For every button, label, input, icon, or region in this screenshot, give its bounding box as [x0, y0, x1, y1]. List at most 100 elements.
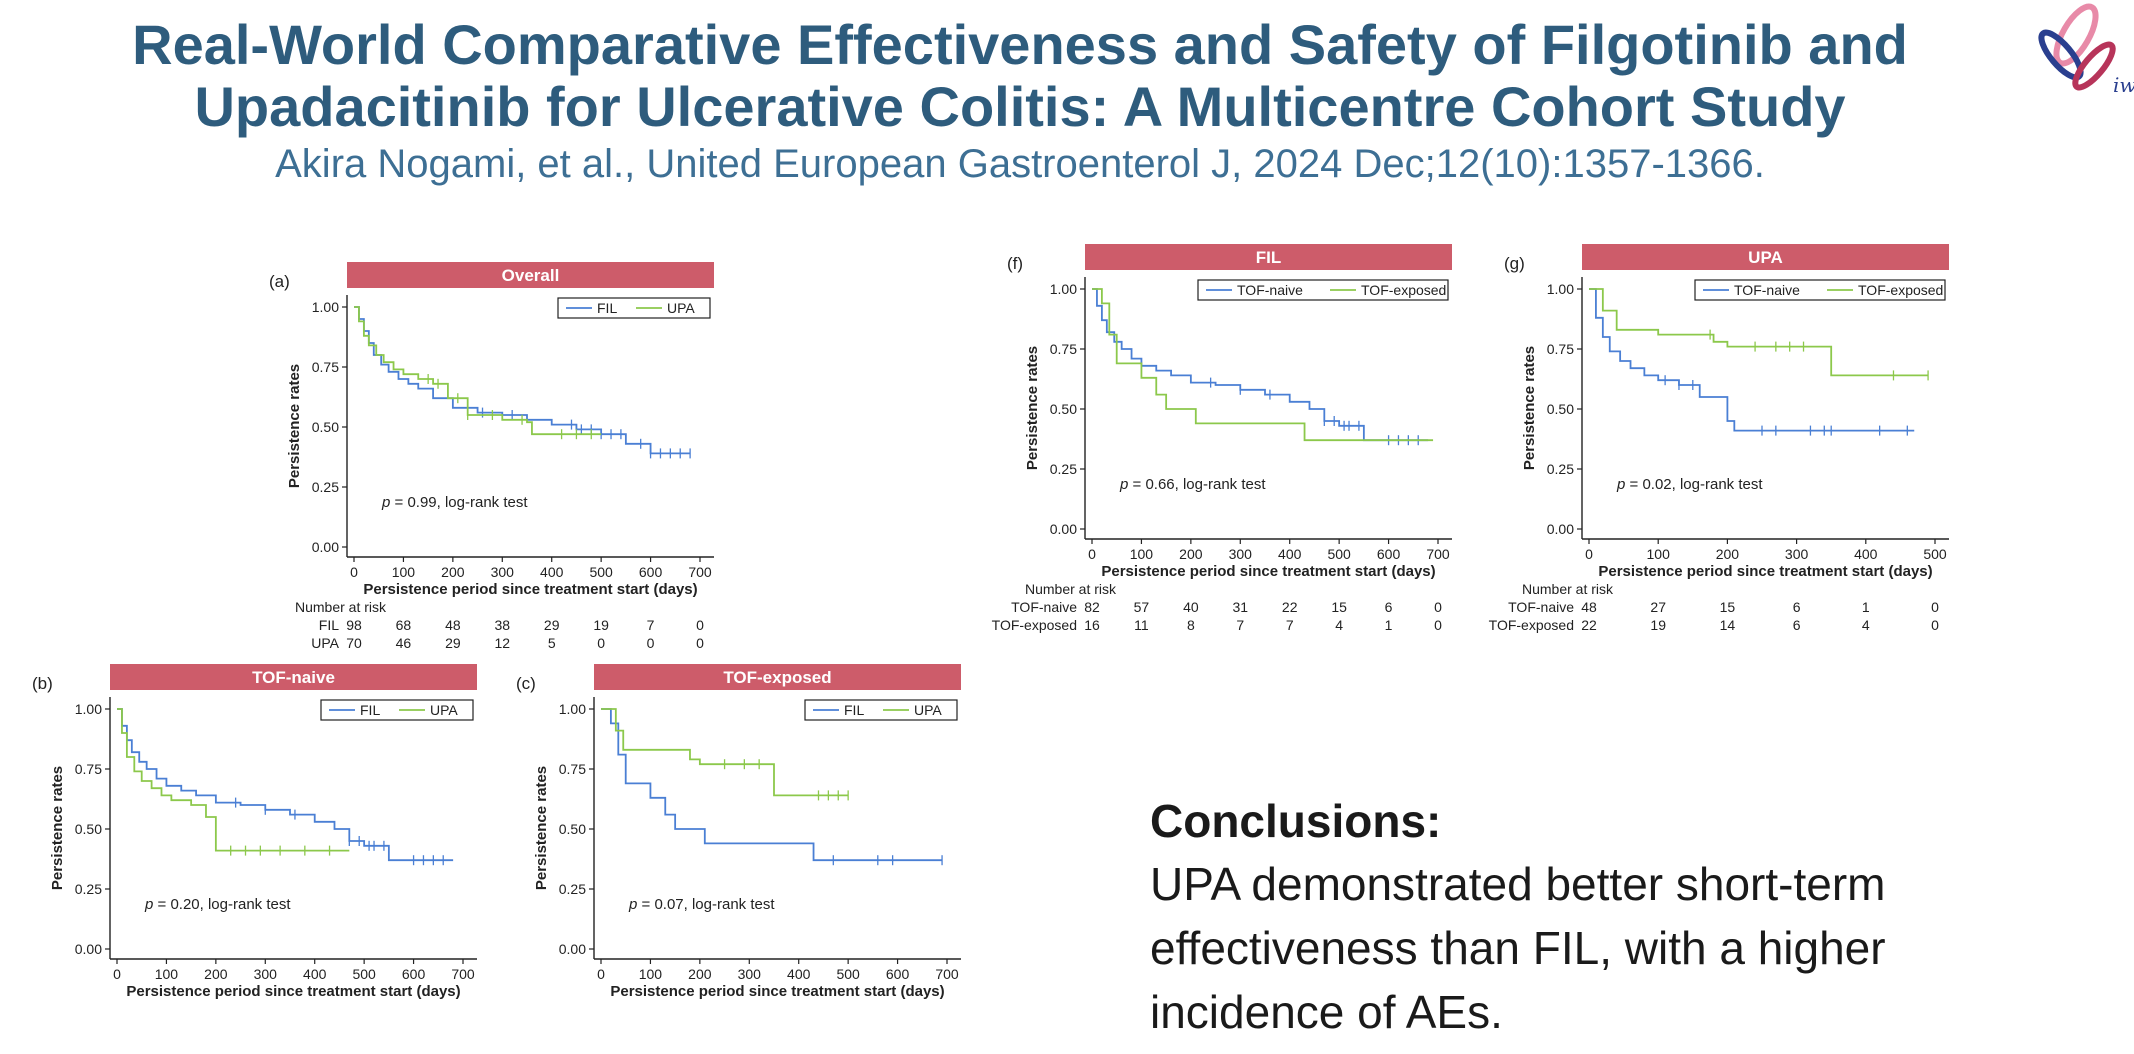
y-tick-label: 0.75: [75, 761, 102, 777]
y-tick-label: 1.00: [559, 701, 586, 717]
x-tick-label: 300: [254, 966, 278, 982]
x-axis-label: Persistence period since treatment start…: [363, 581, 697, 598]
legend-box: [557, 297, 711, 319]
x-tick-label: 300: [1229, 546, 1253, 562]
panel-header-bar: [1085, 244, 1452, 270]
risk-value: 48: [445, 617, 461, 633]
x-tick-label: 700: [451, 966, 475, 982]
y-axis-label: Persistence rates: [286, 364, 303, 488]
y-tick-label: 0.50: [1050, 401, 1077, 417]
conclusions-line-2: effectiveness than FIL, with a higher: [1150, 922, 1886, 974]
x-axis-label: Persistence period since treatment start…: [126, 983, 460, 1000]
risk-value: 48: [1581, 599, 1597, 615]
risk-value: 0: [696, 617, 704, 633]
p-value-text: = 0.02, log-rank test: [1625, 476, 1763, 493]
y-tick-label: 0.00: [559, 941, 586, 957]
p-value-text: = 0.20, log-rank test: [153, 896, 291, 913]
title-block: Real-World Comparative Effectiveness and…: [0, 14, 2040, 190]
title-line-1: Real-World Comparative Effectiveness and…: [132, 13, 1908, 76]
x-tick-label: 700: [688, 564, 712, 580]
x-axis-label: Persistence period since treatment start…: [610, 983, 944, 1000]
x-tick-label: 100: [392, 564, 416, 580]
risk-value: 1: [1385, 617, 1393, 633]
risk-value: 7: [1236, 617, 1244, 633]
x-tick-label: 100: [1647, 546, 1671, 562]
x-tick-label: 600: [639, 564, 663, 580]
risk-value: 15: [1331, 599, 1347, 615]
series-line-0: [354, 306, 691, 455]
risk-value: 0: [647, 635, 655, 651]
risk-value: 0: [1931, 599, 1939, 615]
x-tick-label: 400: [1278, 546, 1302, 562]
panel-title: TOF-naive: [252, 668, 335, 687]
y-tick-label: 0.00: [1547, 521, 1574, 537]
risk-value: 16: [1084, 617, 1100, 633]
risk-value: 7: [647, 617, 655, 633]
p-value-annotation: p = 0.02, log-rank test: [1616, 476, 1763, 493]
x-tick-label: 0: [1585, 546, 1593, 562]
x-tick-label: 500: [1923, 546, 1947, 562]
risk-value: 38: [494, 617, 510, 633]
y-tick-label: 0.75: [1547, 341, 1574, 357]
legend-label-1: UPA: [430, 702, 458, 718]
risk-value: 0: [696, 635, 704, 651]
series-line-0: [1589, 288, 1915, 432]
y-tick-label: 0.75: [559, 761, 586, 777]
series-line-0: [117, 708, 454, 862]
risk-value: 70: [346, 635, 362, 651]
y-tick-label: 0.25: [75, 881, 102, 897]
legend-label-1: TOF-exposed: [1361, 282, 1446, 298]
title-line-2: Upadacitinib for Ulcerative Colitis: A M…: [194, 75, 1846, 138]
risk-row-label: UPA: [311, 635, 339, 651]
risk-value: 6: [1793, 599, 1801, 615]
risk-value: 12: [494, 635, 510, 651]
y-tick-label: 1.00: [1050, 281, 1077, 297]
panel-a: (a) Overall 0.00 0.25 0.50 0.75 1.00 0 100 200 300…: [269, 262, 714, 651]
panel-title: FIL: [1256, 248, 1282, 267]
y-tick-label: 0.25: [1050, 461, 1077, 477]
risk-value: 0: [1931, 617, 1939, 633]
risk-value: 0: [597, 635, 605, 651]
panel-header-bar: [594, 664, 961, 690]
risk-row-label: TOF-exposed: [1489, 617, 1574, 633]
risk-value: 15: [1720, 599, 1736, 615]
y-tick-label: 0.50: [75, 821, 102, 837]
risk-value: 29: [445, 635, 461, 651]
y-tick-label: 1.00: [1547, 281, 1574, 297]
conclusions: Conclusions: UPA demonstrated better sho…: [1150, 790, 2050, 1044]
y-axis-label: Persistence rates: [1024, 346, 1041, 470]
p-value-annotation: p = 0.20, log-rank test: [144, 896, 291, 913]
p-value-text: = 0.07, log-rank test: [637, 896, 775, 913]
risk-row-label: TOF-exposed: [992, 617, 1077, 633]
p-symbol: p: [381, 494, 390, 511]
x-tick-label: 0: [1088, 546, 1096, 562]
x-tick-label: 0: [597, 966, 605, 982]
risk-value: 31: [1232, 599, 1248, 615]
x-tick-label: 400: [787, 966, 811, 982]
series-line-1: [601, 708, 849, 797]
panel-label: (b): [32, 674, 53, 693]
x-tick-label: 400: [1854, 546, 1878, 562]
y-tick-label: 0.00: [312, 539, 339, 555]
y-tick-label: 0.25: [312, 479, 339, 495]
legend-box: [1694, 279, 1946, 301]
x-tick-label: 200: [1716, 546, 1740, 562]
panel-header-bar: [110, 664, 477, 690]
x-tick-label: 200: [688, 966, 712, 982]
risk-value: 27: [1650, 599, 1666, 615]
x-tick-label: 700: [935, 966, 959, 982]
panel-label: (c): [516, 674, 536, 693]
risk-value: 8: [1187, 617, 1195, 633]
legend-label-1: UPA: [667, 300, 695, 316]
p-symbol: p: [1119, 476, 1128, 493]
series-line-1: [1092, 288, 1434, 442]
risk-value: 19: [1650, 617, 1666, 633]
x-tick-label: 600: [1377, 546, 1401, 562]
risk-value: 57: [1134, 599, 1150, 615]
x-tick-label: 600: [886, 966, 910, 982]
risk-value: 22: [1282, 599, 1298, 615]
risk-value: 7: [1286, 617, 1294, 633]
x-tick-label: 400: [303, 966, 327, 982]
y-tick-label: 0.50: [312, 419, 339, 435]
legend-label-0: FIL: [360, 702, 380, 718]
